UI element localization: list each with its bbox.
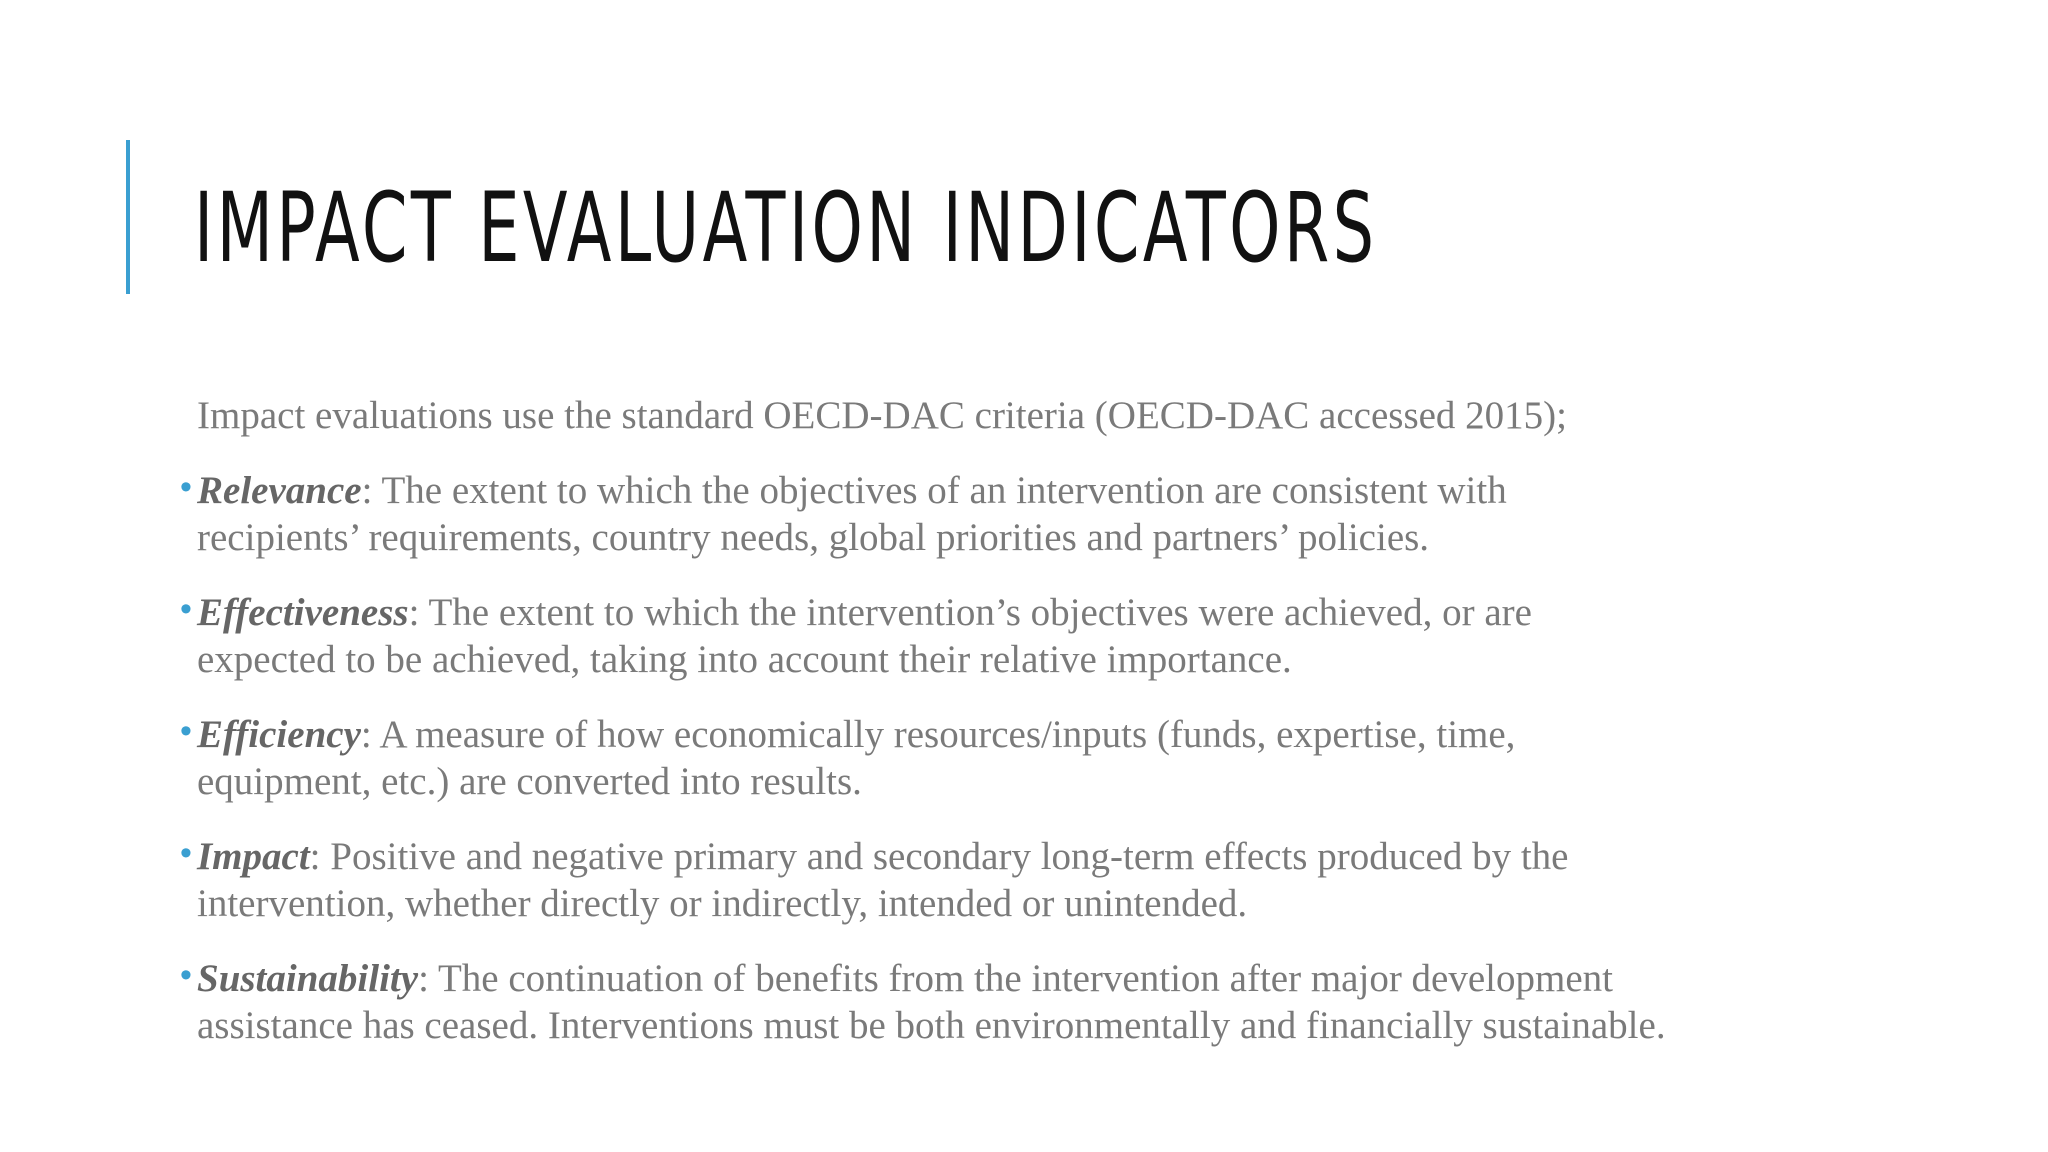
bullet-definition-continuation: expected to be achieved, taking into acc… xyxy=(197,638,1292,681)
bullet-definition-continuation: assistance has ceased. Interventions mus… xyxy=(197,1004,1666,1047)
bullet-definition-start: : The extent to which the objectives of … xyxy=(361,469,1507,512)
bullet-definition-continuation: recipients’ requirements, country needs,… xyxy=(197,516,1430,559)
bullet-item-efficiency: • Efficiency: A measure of how economica… xyxy=(180,711,1837,805)
bullet-term: Impact xyxy=(197,835,310,878)
intro-text: Impact evaluations use the standard OECD… xyxy=(197,394,1568,437)
bullet-item-sustainability: • Sustainability: The continuation of be… xyxy=(180,955,1837,1049)
bullet-definition-continuation: equipment, etc.) are converted into resu… xyxy=(197,760,862,803)
bullet-definition-start: : A measure of how economically resource… xyxy=(360,713,1516,756)
bullet-term: Sustainability xyxy=(197,957,419,1000)
bullet-first-line: Sustainability: The continuation of bene… xyxy=(197,955,1837,1002)
bullet-term: Efficiency xyxy=(197,713,361,756)
bullet-item-impact: • Impact: Positive and negative primary … xyxy=(180,833,1837,927)
bullet-icon: • xyxy=(180,590,192,628)
bullet-item-relevance: • Relevance: The extent to which the obj… xyxy=(180,467,1837,561)
bullet-definition-start: : The extent to which the intervention’s… xyxy=(408,591,1532,634)
bullet-icon: • xyxy=(180,834,192,872)
slide-title: IMPACT EVALUATION INDICATORS xyxy=(194,172,1378,284)
bullet-icon: • xyxy=(180,956,192,994)
bullet-first-line: Effectiveness: The extent to which the i… xyxy=(197,589,1837,636)
bullet-icon: • xyxy=(180,468,192,506)
title-accent-bar xyxy=(126,140,130,294)
bullet-definition-start: : The continuation of benefits from the … xyxy=(418,957,1613,1000)
slide-body: Impact evaluations use the standard OECD… xyxy=(180,392,1837,1077)
bullet-definition-start: : Positive and negative primary and seco… xyxy=(309,835,1569,878)
bullet-first-line: Efficiency: A measure of how economicall… xyxy=(197,711,1837,758)
bullet-first-line: Impact: Positive and negative primary an… xyxy=(197,833,1837,880)
bullet-term: Effectiveness xyxy=(197,591,409,634)
bullet-definition-continuation: intervention, whether directly or indire… xyxy=(197,882,1248,925)
bullet-first-line: Relevance: The extent to which the objec… xyxy=(197,467,1837,514)
bullet-item-effectiveness: • Effectiveness: The extent to which the… xyxy=(180,589,1837,683)
bullet-icon: • xyxy=(180,712,192,750)
bullet-term: Relevance xyxy=(197,469,362,512)
